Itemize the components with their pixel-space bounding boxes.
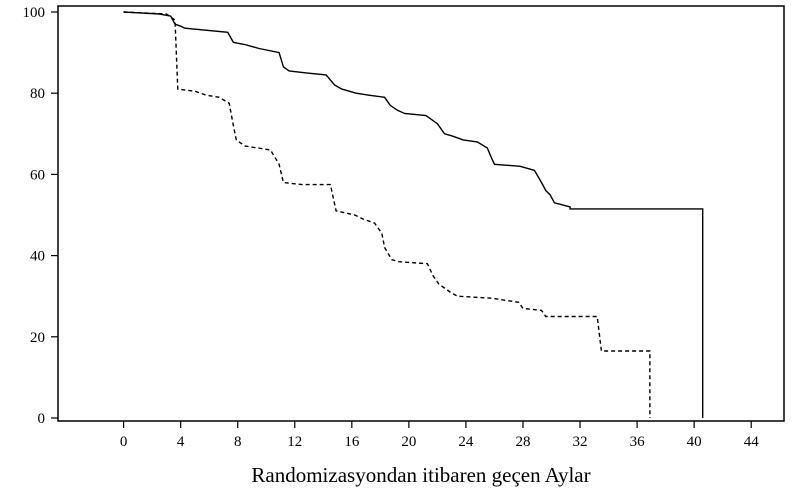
x-tick-label: 40 xyxy=(687,434,702,450)
plot-frame xyxy=(57,5,785,422)
x-tick-label: 16 xyxy=(344,434,360,450)
x-tick-label: 32 xyxy=(573,434,588,450)
x-axis: 0 4 8 12 16 20 24 28 32 36 40 44 xyxy=(120,421,759,450)
x-tick-label: 24 xyxy=(458,434,474,450)
x-axis-title: Randomizasyondan itibaren geçen Aylar xyxy=(251,463,590,487)
y-tick-label: 100 xyxy=(23,5,46,21)
x-tick-label: 0 xyxy=(120,434,128,450)
x-tick-label: 12 xyxy=(287,434,302,450)
y-tick-label: 0 xyxy=(38,411,46,427)
x-tick-label: 36 xyxy=(630,434,646,450)
x-tick-label: 4 xyxy=(177,434,185,450)
series-line-1-solid xyxy=(123,11,704,418)
y-tick-label: 80 xyxy=(30,86,45,102)
series-line-2-dashed xyxy=(123,11,651,418)
x-tick-label: 44 xyxy=(744,434,760,450)
y-tick-label: 40 xyxy=(30,249,45,265)
series-layer xyxy=(123,11,704,418)
y-axis: 0 20 40 60 80 100 xyxy=(23,5,58,427)
y-tick-label: 20 xyxy=(30,330,45,346)
x-tick-label: 28 xyxy=(515,434,530,450)
x-tick-label: 20 xyxy=(401,434,416,450)
y-tick-label: 60 xyxy=(30,167,45,183)
x-tick-label: 8 xyxy=(234,434,242,450)
